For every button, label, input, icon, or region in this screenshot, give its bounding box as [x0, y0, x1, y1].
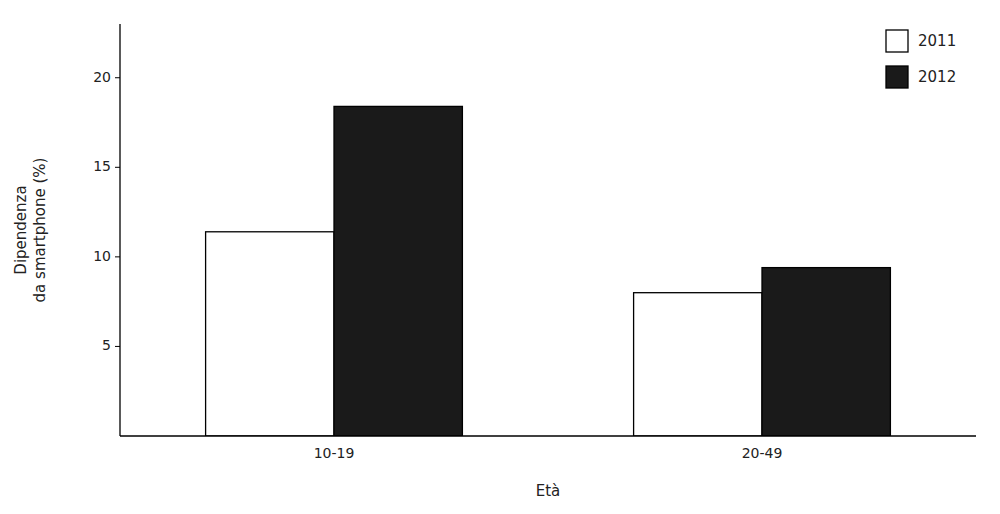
- y-tick: [115, 77, 120, 78]
- chart: 5 10 15 20 10-19 20-49 Età Dipendenzada smartph…: [0, 0, 1000, 514]
- y-tick: [115, 346, 120, 347]
- chart-container: 5 10 15 20 10-19 20-49 Età Dipendenzada smartph…: [0, 0, 1000, 514]
- x-axis-label: Età: [536, 482, 561, 500]
- y-axis-line: [119, 24, 120, 436]
- bar: [762, 268, 890, 436]
- bar: [206, 232, 334, 436]
- y-tick: [115, 167, 120, 168]
- legend-swatch: [886, 66, 908, 88]
- bars: [206, 106, 891, 436]
- y-tick-label: 10: [93, 248, 111, 264]
- x-tick-label: 20-49: [742, 445, 783, 461]
- x-axis-line: [120, 435, 976, 436]
- legend-label: 2012: [918, 68, 956, 86]
- bar: [634, 293, 762, 436]
- y-tick-label: 20: [93, 69, 111, 85]
- y-axis-label: Dipendenzada smartphone (%): [12, 158, 49, 303]
- legend-label: 2011: [918, 32, 956, 50]
- y-tick: [115, 256, 120, 257]
- legend: 2011 2012: [886, 30, 956, 88]
- legend-swatch: [886, 30, 908, 52]
- y-tick-label: 5: [102, 337, 111, 353]
- y-tick-label: 15: [93, 158, 111, 174]
- x-tick-label: 10-19: [314, 445, 355, 461]
- bar: [334, 106, 462, 436]
